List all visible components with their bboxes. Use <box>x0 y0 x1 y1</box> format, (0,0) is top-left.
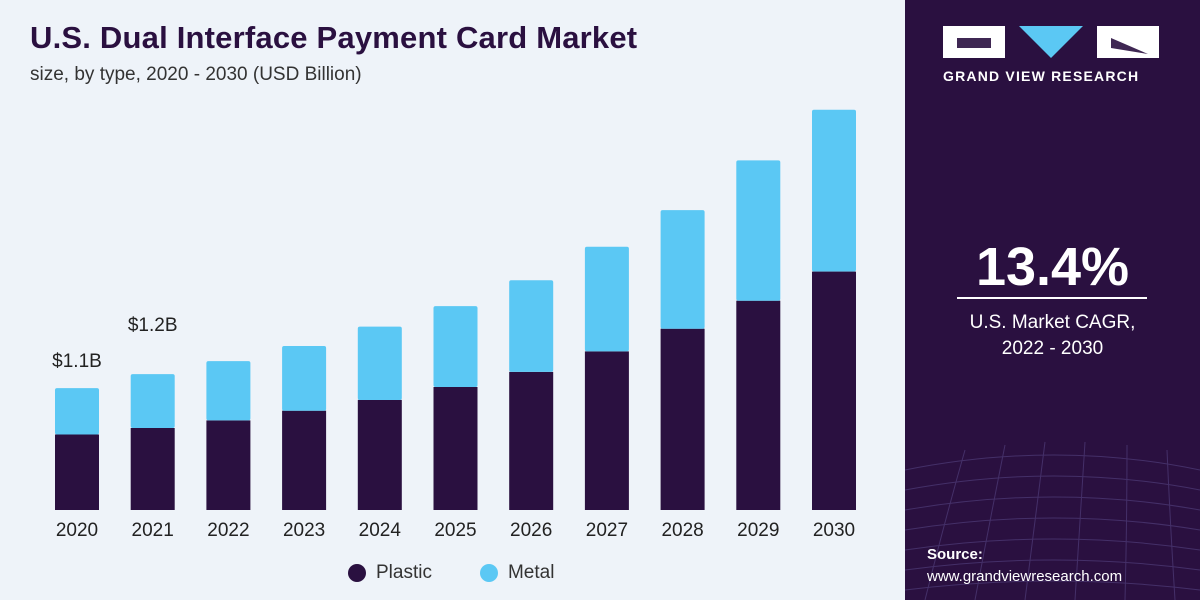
bar-plastic-2025 <box>433 387 478 510</box>
x-tick-label-2022: 2022 <box>207 520 249 541</box>
bar-metal-2027 <box>584 246 629 352</box>
bar-metal-2023 <box>282 346 327 411</box>
chart-subtitle: size, by type, 2020 - 2030 (USD Billion) <box>30 64 362 85</box>
bar-plastic-2026 <box>509 371 554 510</box>
cagr-divider <box>957 297 1147 299</box>
legend-swatch-metal <box>479 564 498 582</box>
legend-item-plastic: Plastic <box>348 562 432 584</box>
bar-metal-2021 <box>130 374 175 428</box>
cagr-label-line1: U.S. Market CAGR, <box>969 312 1136 333</box>
cagr-label: U.S. Market CAGR, 2022 - 2030 <box>905 310 1200 362</box>
info-panel: GRAND VIEW RESEARCH 13.4% U.S. Market CA… <box>905 0 1200 600</box>
gvr-logo-icon <box>943 26 1159 58</box>
x-tick-label-2020: 2020 <box>56 520 98 541</box>
legend-swatch-plastic <box>348 564 366 582</box>
x-tick-label-2026: 2026 <box>510 520 552 541</box>
x-tick-label-2030: 2030 <box>813 520 855 541</box>
source-label: Source: <box>927 546 983 563</box>
bar-metal-2029 <box>736 160 781 301</box>
x-tick-label-2024: 2024 <box>359 520 402 541</box>
bar-plastic-2030 <box>812 271 856 510</box>
bar-plastic-2024 <box>357 399 402 510</box>
legend-label-plastic: Plastic <box>376 562 432 583</box>
chart-title: U.S. Dual Interface Payment Card Market <box>30 20 638 55</box>
bar-metal-2026 <box>509 280 554 372</box>
bar-plastic-2021 <box>130 428 175 510</box>
x-tick-label-2029: 2029 <box>737 520 779 541</box>
chart-legend: Plastic Metal <box>348 562 602 584</box>
legend-item-metal: Metal <box>479 562 555 584</box>
bar-plastic-2029 <box>736 300 781 510</box>
data-label-2020: $1.1B <box>52 351 102 372</box>
bar-plastic-2023 <box>282 410 327 510</box>
x-tick-label-2023: 2023 <box>283 520 325 541</box>
bar-metal-2020 <box>55 388 99 435</box>
cagr-value: 13.4% <box>975 237 1130 297</box>
bar-metal-2025 <box>433 306 478 387</box>
bar-plastic-2020 <box>55 434 99 510</box>
x-tick-label-2021: 2021 <box>132 520 174 541</box>
stacked-bar-chart: 2020 2021 2022 2023 2024 2025 2026 2027 2028 2029… <box>52 109 856 541</box>
bar-metal-2022 <box>206 361 251 421</box>
bar-plastic-2022 <box>206 420 251 510</box>
source-url[interactable]: www.grandviewresearch.com <box>927 568 1123 585</box>
brand-logo: GRAND VIEW RESEARCH <box>943 24 1163 84</box>
background-mesh-graphic <box>905 441 1200 600</box>
data-label-2021: $1.2B <box>128 315 178 336</box>
cagr-label-line2: 2022 - 2030 <box>1001 338 1104 359</box>
x-tick-label-2025: 2025 <box>434 520 476 541</box>
bar-metal-2030 <box>812 109 856 272</box>
x-tick-label-2028: 2028 <box>661 520 703 541</box>
source-note: Source: www.grandviewresearch.com <box>927 544 1122 588</box>
bar-plastic-2028 <box>660 328 705 510</box>
legend-label-metal: Metal <box>507 562 555 583</box>
bar-metal-2024 <box>357 326 402 400</box>
chart-panel: U.S. Dual Interface Payment Card Market … <box>0 0 905 600</box>
bar-plastic-2027 <box>584 351 629 510</box>
bar-metal-2028 <box>660 210 705 329</box>
brand-name: GRAND VIEW RESEARCH <box>943 68 1140 84</box>
x-tick-label-2027: 2027 <box>586 520 628 541</box>
